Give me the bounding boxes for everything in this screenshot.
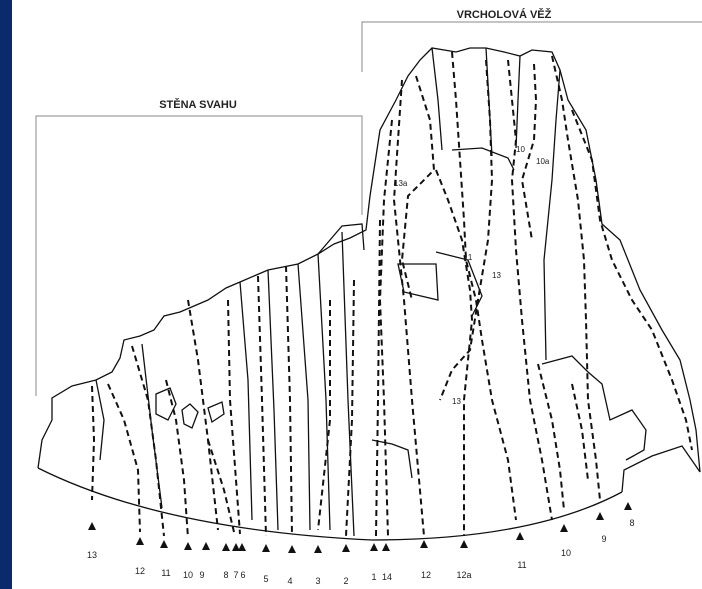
- topo-drawing-panel: STĚNA SVAHU VRCHOLOVÁ VĚŽ: [12, 0, 702, 589]
- route-10a: [520, 63, 538, 241]
- marker-11-right: [516, 532, 524, 540]
- route-13-right: [439, 59, 494, 401]
- route-number: 1: [371, 572, 376, 582]
- route-number: 6: [240, 570, 245, 580]
- route-5: [257, 275, 267, 537]
- route-number: 10: [183, 570, 193, 580]
- face-label: 13a: [394, 179, 408, 188]
- route-8-left: [207, 439, 235, 533]
- routes: [91, 51, 693, 539]
- route-number: 5: [263, 574, 268, 584]
- route-number: 9: [199, 570, 204, 580]
- marker-11: [160, 540, 168, 548]
- right-section-bracket: [361, 21, 702, 72]
- route-number: 12: [135, 566, 145, 576]
- route-14: [378, 119, 393, 537]
- route-number: 2: [343, 576, 348, 586]
- route-number: 12a: [456, 570, 471, 580]
- marker-14: [382, 543, 390, 551]
- route-12-left: [107, 383, 141, 533]
- marker-12-right: [420, 540, 428, 548]
- rock-outline: [37, 47, 701, 541]
- marker-3: [314, 545, 322, 553]
- face-label: 13: [452, 397, 461, 406]
- face-label: 11: [464, 253, 473, 262]
- marker-9: [202, 542, 210, 550]
- route-11-right: [451, 51, 517, 521]
- route-start-markers: [88, 502, 632, 553]
- route-10-left: [165, 379, 189, 539]
- section-label-stena-svahu: STĚNA SVAHU: [159, 98, 237, 111]
- route-11-left: [131, 345, 165, 537]
- route-number: 11: [161, 568, 170, 578]
- marker-2: [342, 544, 350, 552]
- route-lower-right-2: [571, 383, 589, 481]
- route-12a: [435, 169, 474, 536]
- route-2: [345, 279, 355, 537]
- route-number: 7: [233, 570, 238, 580]
- face-label: 13: [492, 271, 501, 280]
- route-number: 3: [315, 576, 320, 586]
- section-label-vrcholova-vez: VRCHOLOVÁ VĚŽ: [457, 8, 552, 21]
- route-3: [317, 300, 331, 531]
- route-number: 8: [223, 570, 228, 580]
- route-number: 10: [561, 548, 571, 558]
- route-number: 12: [421, 570, 431, 580]
- marker-10-right: [560, 524, 568, 532]
- marker-5: [262, 544, 270, 552]
- route-7-6: [227, 299, 241, 535]
- bottom-route-labels: 13 12 11 10 9 8 7 6 5 4 3 2 1 14 12 12a …: [87, 518, 635, 586]
- marker-8-right: [624, 502, 632, 510]
- route-8-right: [571, 109, 693, 451]
- route-number: 8: [629, 518, 634, 528]
- face-label: 10a: [536, 157, 550, 166]
- route-10: [507, 59, 553, 521]
- route-number: 14: [382, 572, 392, 582]
- route-number: 13: [87, 550, 97, 560]
- topo-diagram: STĚNA SVAHU VRCHOLOVÁ VĚŽ: [35, 8, 702, 586]
- marker-13: [88, 522, 96, 530]
- face-route-labels: 10 10a 13a 11 13 13: [394, 145, 550, 406]
- left-section-bracket: [35, 115, 363, 396]
- route-9-left: [187, 299, 219, 531]
- face-label: 10: [516, 145, 525, 154]
- marker-12: [136, 537, 144, 545]
- route-13a: [400, 75, 436, 301]
- route-lower-right: [537, 363, 565, 511]
- route-12-right: [392, 79, 425, 537]
- marker-12a: [460, 540, 468, 548]
- marker-6: [238, 543, 246, 551]
- route-number: 9: [601, 534, 606, 544]
- marker-4: [288, 545, 296, 553]
- route-1: [375, 219, 381, 537]
- marker-9-right: [596, 512, 604, 520]
- route-13: [91, 385, 96, 501]
- marker-1: [370, 543, 378, 551]
- route-4: [285, 265, 293, 537]
- route-number: 11: [517, 560, 526, 570]
- marker-8: [222, 543, 230, 551]
- route-number: 4: [287, 576, 292, 586]
- marker-10: [184, 542, 192, 550]
- marker-7: [232, 543, 240, 551]
